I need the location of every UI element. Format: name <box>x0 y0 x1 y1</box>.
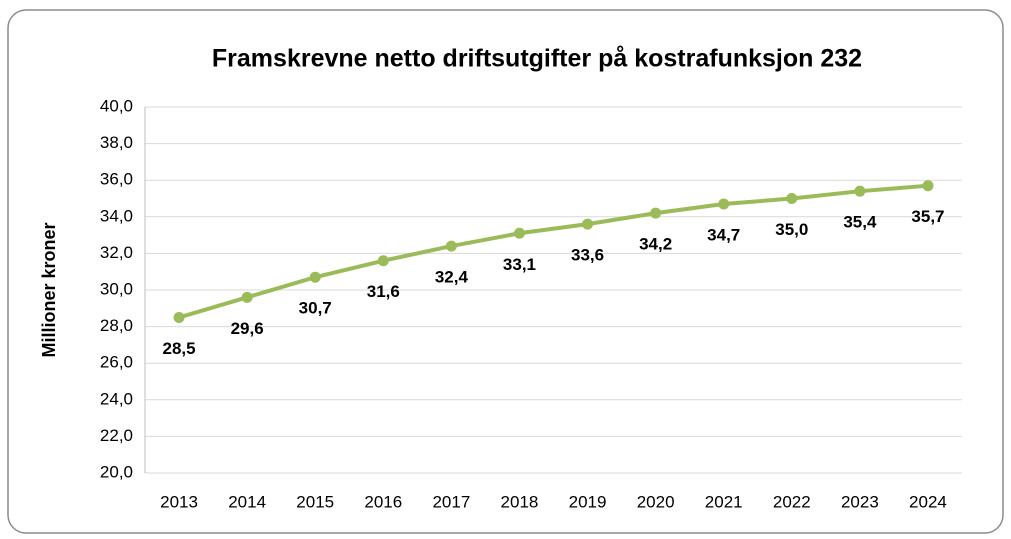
chart-frame <box>7 9 1004 534</box>
data-label: 34,2 <box>639 235 672 254</box>
y-tick-label: 32,0 <box>100 243 133 262</box>
data-label: 34,7 <box>707 225 740 244</box>
x-tick-label: 2018 <box>501 492 539 511</box>
point <box>445 240 457 252</box>
x-tick-label: 2016 <box>364 492 402 511</box>
point <box>582 218 594 230</box>
data-label: 30,7 <box>299 299 332 318</box>
y-tick-label: 24,0 <box>100 389 133 408</box>
x-tick-label: 2023 <box>841 492 879 511</box>
point <box>377 255 389 267</box>
y-tick-label: 22,0 <box>100 426 133 445</box>
y-tick-label: 38,0 <box>100 133 133 152</box>
x-tick-label: 2013 <box>160 492 198 511</box>
point <box>922 180 934 192</box>
x-tick-label: 2024 <box>909 492 947 511</box>
point <box>513 227 525 239</box>
y-tick-label: 34,0 <box>100 206 133 225</box>
y-tick-label: 28,0 <box>100 316 133 335</box>
x-tick-label: 2019 <box>569 492 607 511</box>
data-label: 32,4 <box>435 268 469 287</box>
data-label: 31,6 <box>367 282 400 301</box>
data-label: 35,0 <box>775 220 808 239</box>
point <box>854 185 866 197</box>
y-tick-label: 30,0 <box>100 279 133 298</box>
chart-title: Framskrevne netto driftsutgifter på kost… <box>212 45 862 73</box>
x-tick-label: 2021 <box>705 492 743 511</box>
x-tick-label: 2020 <box>637 492 675 511</box>
y-tick-label: 26,0 <box>100 353 133 372</box>
y-tick-label: 20,0 <box>100 462 133 481</box>
x-tick-label: 2022 <box>773 492 811 511</box>
data-label: 35,7 <box>911 207 944 226</box>
data-label: 28,5 <box>162 339 195 358</box>
y-axis-label: Millioner kroner <box>39 222 59 357</box>
point <box>309 271 321 283</box>
point <box>786 193 798 204</box>
y-tick-label: 40,0 <box>100 96 133 115</box>
point <box>718 198 730 210</box>
data-label: 33,6 <box>571 246 604 265</box>
line <box>178 183 929 320</box>
data-label: 33,1 <box>503 255 536 274</box>
point <box>241 291 253 303</box>
x-tick-label: 2014 <box>228 492 266 511</box>
y-tick-label: 36,0 <box>100 170 133 189</box>
x-tick-label: 2015 <box>296 492 334 511</box>
data-label: 29,6 <box>231 319 264 338</box>
x-tick-label: 2017 <box>432 492 470 511</box>
point <box>650 207 662 219</box>
point <box>173 311 185 323</box>
data-label: 35,4 <box>843 213 877 232</box>
